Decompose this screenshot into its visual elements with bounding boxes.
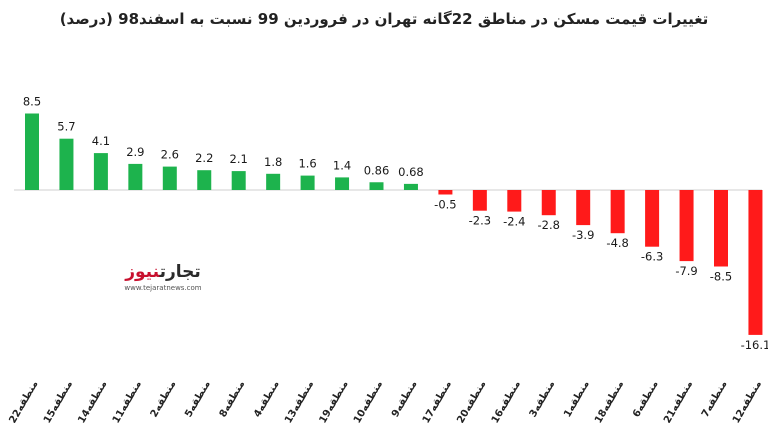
tejaratnews-logo: تجارتنیوز www.tejaratnews.com bbox=[118, 262, 208, 296]
category-label: منطقه7 bbox=[700, 379, 730, 419]
data-label: 2.6 bbox=[161, 148, 179, 162]
category-label: منطقه3 bbox=[528, 379, 558, 419]
category-label: منطقه14 bbox=[76, 379, 109, 423]
data-label: 2.1 bbox=[230, 152, 248, 166]
bar bbox=[507, 190, 522, 212]
logo-text: تجارتنیوز bbox=[118, 262, 208, 282]
category-label: منطقه13 bbox=[283, 379, 316, 423]
category-label: منطقه11 bbox=[111, 379, 144, 423]
bar bbox=[541, 190, 556, 216]
bar bbox=[231, 171, 246, 190]
category-label: منطقه8 bbox=[218, 379, 248, 419]
category-label: منطقه22 bbox=[7, 379, 40, 423]
bar bbox=[197, 170, 212, 190]
data-label: -4.8 bbox=[606, 236, 628, 250]
category-label: منطقه4 bbox=[252, 379, 282, 419]
data-label: -7.9 bbox=[675, 264, 697, 278]
data-label: 2.9 bbox=[126, 145, 144, 159]
bar bbox=[576, 190, 591, 226]
bar bbox=[369, 182, 384, 190]
data-label: -8.5 bbox=[710, 270, 732, 284]
bar bbox=[610, 190, 625, 234]
data-label: -2.4 bbox=[503, 215, 525, 229]
data-label: 5.7 bbox=[57, 120, 75, 134]
bar bbox=[300, 175, 315, 190]
category-label: منطقه12 bbox=[731, 379, 764, 423]
bar bbox=[25, 113, 39, 190]
bar bbox=[59, 138, 74, 190]
bar bbox=[266, 173, 281, 190]
logo-url: www.tejaratnews.com bbox=[124, 284, 202, 292]
category-label: منطقه16 bbox=[490, 379, 523, 423]
bar bbox=[162, 166, 177, 190]
category-label: منطقه1 bbox=[562, 379, 592, 419]
category-label: منطقه9 bbox=[390, 379, 420, 419]
data-label: 4.1 bbox=[92, 134, 110, 148]
data-label: 1.4 bbox=[333, 158, 351, 172]
bar bbox=[714, 190, 728, 267]
bar bbox=[679, 190, 694, 262]
bar bbox=[128, 163, 143, 190]
category-label: منطقه17 bbox=[421, 379, 454, 423]
data-label: -16.1 bbox=[741, 338, 768, 352]
chart-title: تغییرات قیمت مسکن در مناطق 22گانه تهران … bbox=[59, 10, 709, 28]
data-label: -6.3 bbox=[641, 250, 663, 264]
bar bbox=[645, 190, 660, 247]
data-label: 8.5 bbox=[23, 95, 41, 109]
bar bbox=[93, 153, 108, 190]
category-label: منطقه2 bbox=[149, 379, 179, 419]
bar bbox=[438, 190, 453, 195]
data-label: -2.8 bbox=[538, 218, 560, 232]
bar bbox=[403, 183, 418, 190]
data-label: 0.68 bbox=[398, 165, 424, 179]
category-label: منطقه21 bbox=[662, 379, 695, 423]
bar bbox=[335, 177, 350, 190]
data-label: -2.3 bbox=[469, 214, 491, 228]
category-label: منطقه15 bbox=[42, 379, 75, 423]
data-label: 0.86 bbox=[364, 163, 390, 177]
bar bbox=[472, 190, 487, 211]
data-label: -3.9 bbox=[572, 228, 594, 242]
category-label: منطقه19 bbox=[318, 379, 351, 423]
data-label: -0.5 bbox=[434, 198, 456, 212]
data-label: 1.6 bbox=[298, 157, 316, 171]
data-label: 1.8 bbox=[264, 155, 282, 169]
logo-accent-text: نیوز bbox=[125, 262, 160, 282]
category-label: منطقه6 bbox=[631, 379, 661, 419]
logo-main-text: تجارت bbox=[159, 262, 201, 282]
category-label: منطقه10 bbox=[352, 379, 385, 423]
category-label: منطقه20 bbox=[455, 379, 488, 423]
bar bbox=[748, 190, 763, 335]
data-label: 2.2 bbox=[195, 151, 213, 165]
category-label: منطقه5 bbox=[183, 379, 213, 419]
category-label: منطقه18 bbox=[593, 379, 626, 423]
